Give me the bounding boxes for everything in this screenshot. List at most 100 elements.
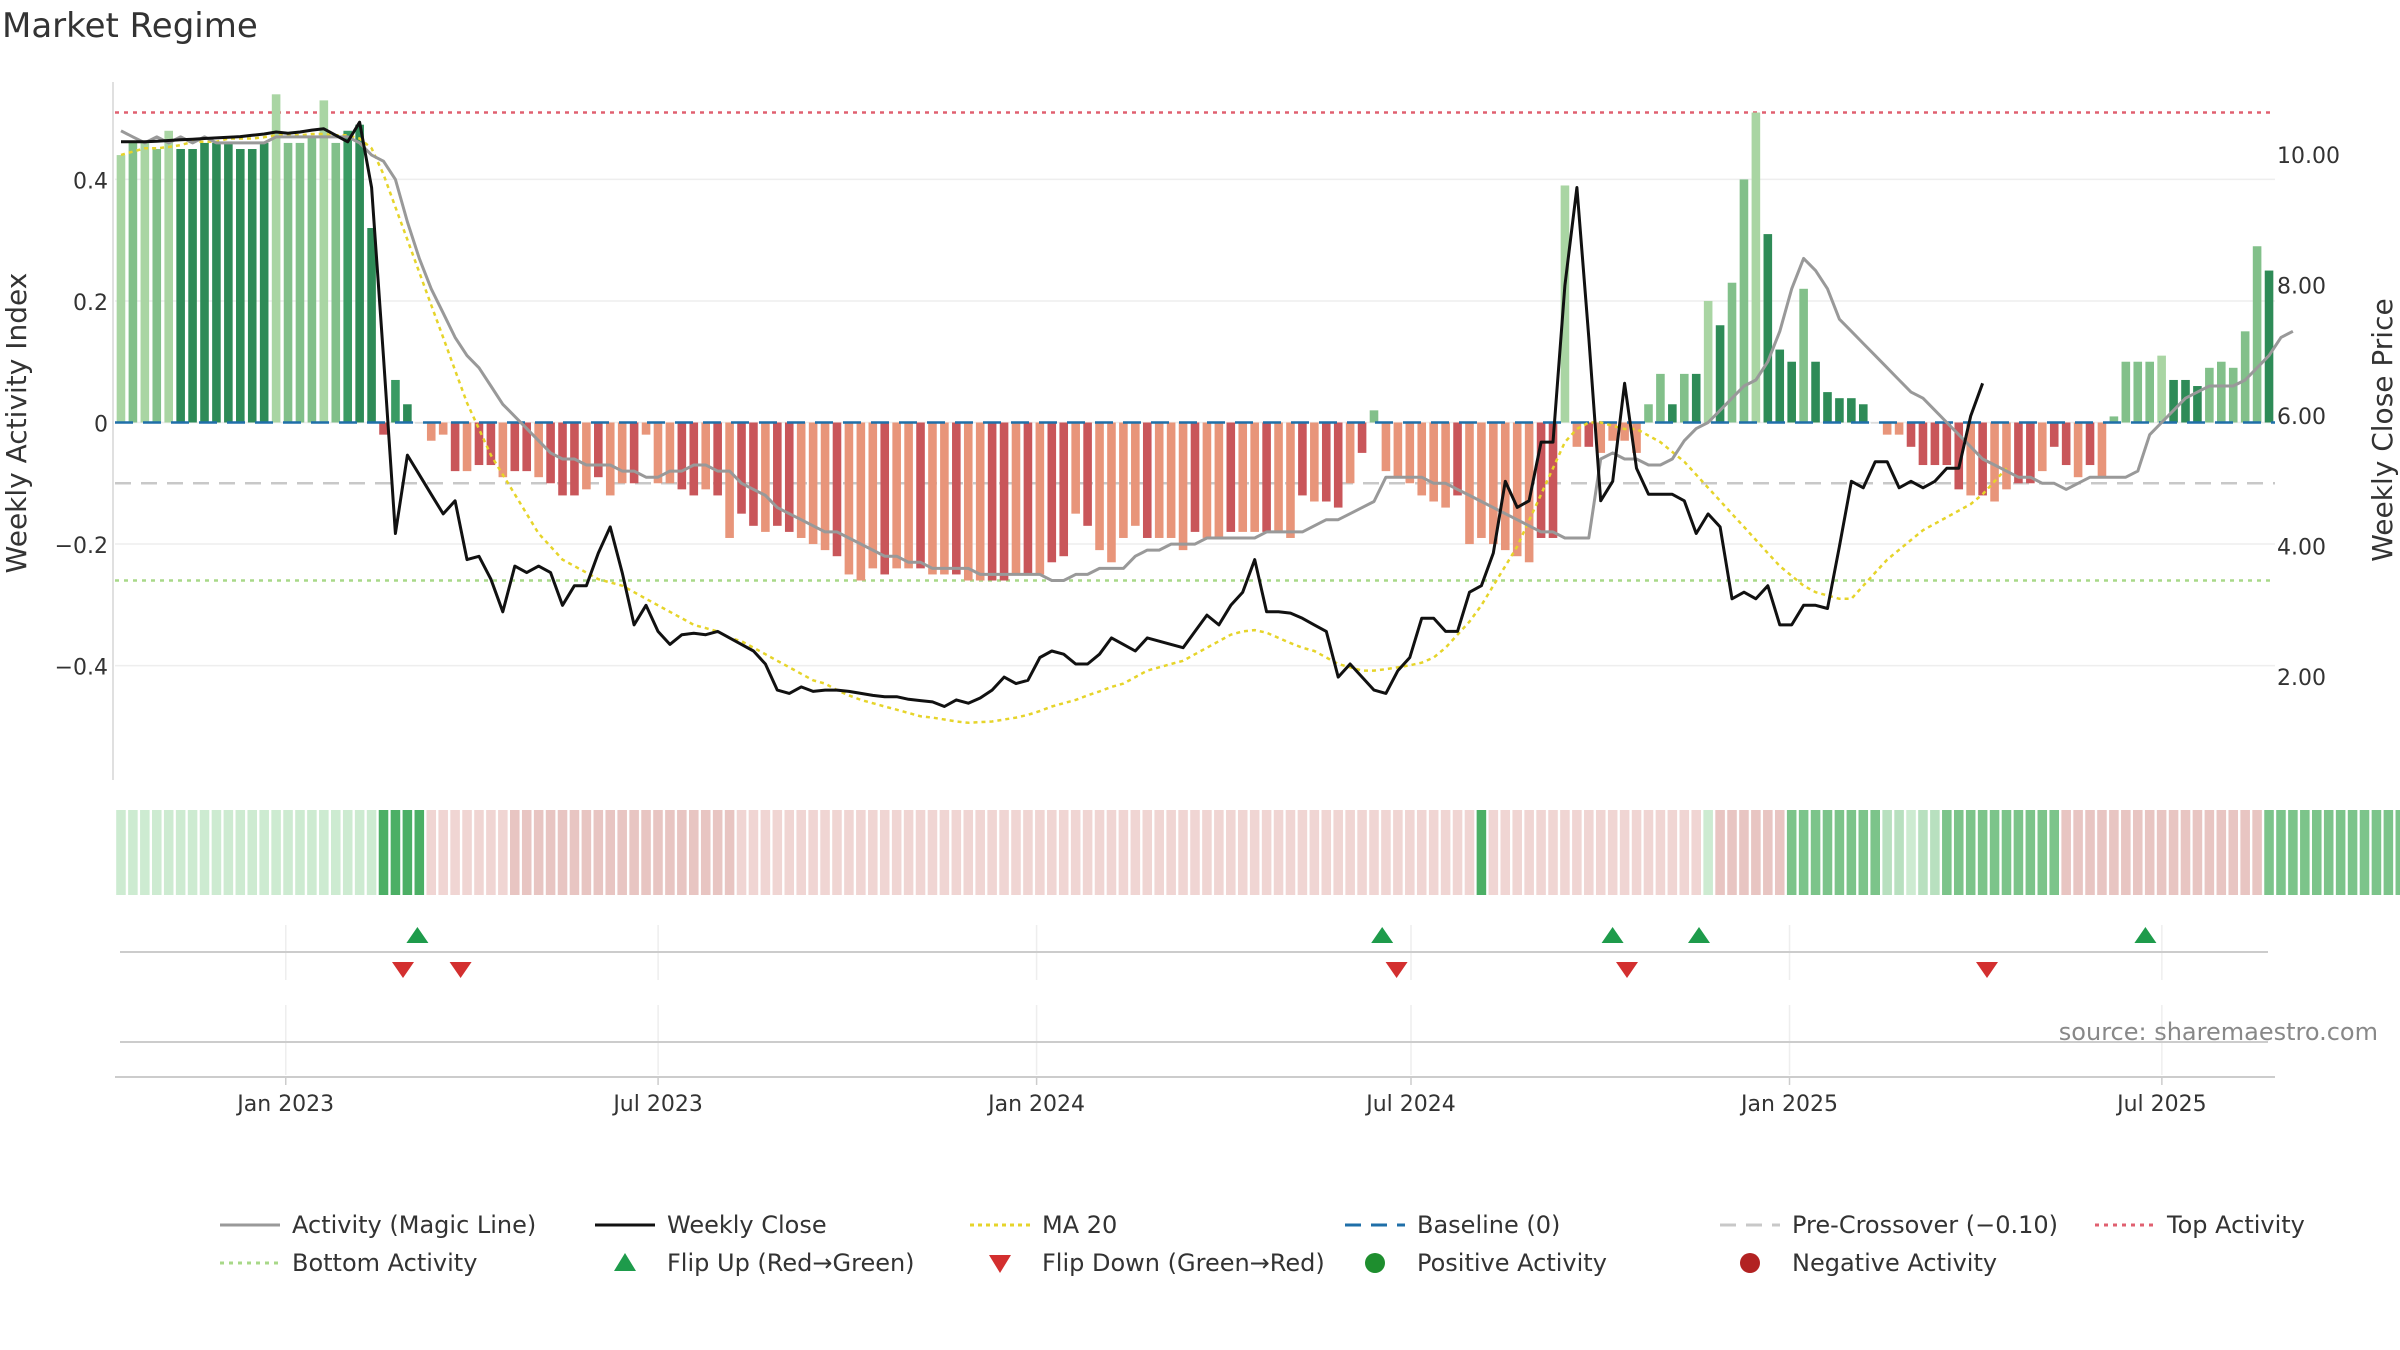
activity-bar [1799, 288, 1808, 423]
regime-strip-cell [2025, 810, 2036, 895]
regime-strip-cell [1476, 810, 1487, 895]
regime-strip-cell [868, 810, 878, 895]
regime-strip-cell [1082, 810, 1093, 895]
activity-bar [641, 422, 651, 435]
regime-strip-cell [1763, 810, 1773, 895]
chart-title: Market Regime [2, 6, 258, 46]
activity-bar [1274, 422, 1283, 532]
regime-strip-cell [939, 810, 950, 895]
activity-bar [1333, 422, 1343, 508]
activity-bar [1870, 422, 1880, 424]
regime-strip-cell [283, 810, 293, 895]
regime-strip-cell [163, 810, 174, 895]
right-tick-label: 6.00 [2277, 405, 2326, 430]
regime-strip-cell [975, 810, 985, 895]
activity-bar [1357, 422, 1367, 453]
activity-bar [379, 422, 388, 435]
x-tick-label: Jul 2024 [1364, 1092, 1456, 1117]
activity-bar [999, 422, 1009, 581]
activity-bar [1119, 422, 1128, 538]
activity-bar [188, 149, 197, 423]
activity-bar [438, 422, 448, 435]
regime-strip-cell [402, 810, 413, 895]
regime-strip-cell [1906, 810, 1916, 895]
regime-strip-cell [820, 810, 830, 895]
activity-bar [701, 422, 711, 490]
activity-bar [1250, 422, 1259, 532]
legend-label: Flip Down (Green→Red) [1042, 1249, 1325, 1277]
regime-strip-cell [1560, 810, 1570, 895]
activity-bar [1310, 422, 1319, 502]
regime-strip-cell [724, 810, 735, 895]
activity-bar [2169, 379, 2178, 423]
regime-strip-cell [1536, 810, 1546, 895]
regime-strip-cell [844, 810, 854, 895]
regime-strip-cell [963, 810, 974, 895]
activity-bar [605, 422, 615, 496]
regime-strip-cell [2132, 810, 2143, 895]
flip-up-marker [1688, 927, 1710, 943]
activity-bar [403, 404, 412, 423]
activity-bar [1441, 422, 1450, 508]
regime-strip-cell [879, 810, 890, 895]
activity-bar [1381, 422, 1391, 472]
regime-strip-cell [2252, 810, 2262, 895]
activity-bar [1847, 398, 1856, 423]
regime-strip-cell [1679, 810, 1690, 895]
activity-bar [212, 142, 221, 423]
regime-strip-cell [1464, 810, 1475, 895]
regime-strip-cell [414, 810, 425, 895]
legend-swatch-positive [1365, 1253, 1385, 1273]
activity-bar [1656, 373, 1665, 423]
flip-up-marker [2134, 927, 2157, 943]
regime-strip-cell [1870, 810, 1880, 895]
activity-bar [1739, 179, 1749, 423]
activity-bar [2157, 355, 2166, 423]
regime-strip-cell [700, 810, 711, 895]
regime-strip-cell [498, 810, 508, 895]
activity-bar [1691, 373, 1701, 423]
left-tick-label: 0 [94, 413, 108, 438]
regime-strip-cell [1094, 810, 1105, 895]
activity-bar [1011, 422, 1021, 575]
activity-bar [2097, 422, 2107, 478]
activity-bar [2109, 416, 2119, 423]
activity-bar [128, 142, 138, 423]
activity-bar [629, 422, 639, 484]
activity-bar [1226, 422, 1236, 532]
activity-bar [200, 142, 209, 423]
regime-strip-cell [1309, 810, 1320, 895]
regime-strip-cell [999, 810, 1009, 895]
activity-bar [1035, 422, 1045, 575]
weekly-close-line [121, 120, 1985, 708]
regime-strip-cell [1023, 810, 1033, 895]
activity-bar [1023, 422, 1033, 575]
regime-strip-cell [545, 810, 556, 895]
activity-bar [1214, 422, 1224, 538]
activity-bar [725, 422, 734, 538]
activity-bar [2061, 422, 2071, 466]
activity-bar [796, 422, 806, 538]
regime-strip-cell [677, 810, 687, 895]
regime-strip-cell [223, 810, 234, 895]
activity-bar [1548, 422, 1558, 538]
regime-strip-cell [2288, 810, 2298, 895]
regime-strip-cell [1989, 810, 2000, 895]
regime-strip-cell [1727, 810, 1737, 895]
activity-bar [295, 142, 305, 423]
regime-strip-cell [271, 810, 281, 895]
regime-strip-cell [1703, 810, 1713, 895]
regime-strip-cell [689, 810, 699, 895]
activity-bar [2085, 422, 2095, 466]
x-tick-label: Jul 2025 [2115, 1092, 2207, 1117]
regime-strip-cell [1953, 810, 1964, 895]
activity-bar [1715, 325, 1725, 423]
legend-swatch-flip-down [989, 1255, 1011, 1273]
activity-bar [1166, 422, 1176, 538]
activity-bar [928, 422, 937, 575]
activity-bar [498, 422, 508, 478]
regime-strip-cell [1440, 810, 1451, 895]
activity-bar [1703, 300, 1713, 423]
